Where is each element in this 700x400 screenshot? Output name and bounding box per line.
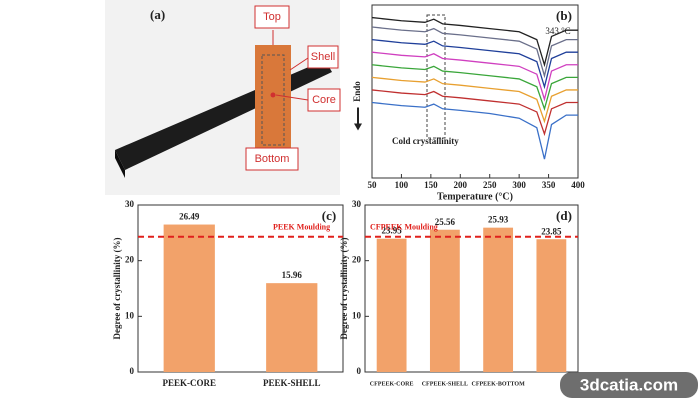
y-tick-label: 30 <box>352 199 362 209</box>
endo-arrow-head <box>354 123 362 131</box>
dsc-curve <box>371 89 578 137</box>
panel-label: (b) <box>556 8 572 23</box>
panel-label: (a) <box>150 7 165 22</box>
annotation: Cold crystallinity <box>392 136 459 146</box>
watermark-bg <box>560 372 698 398</box>
callout: Top <box>263 11 281 23</box>
y-tick-label: 20 <box>352 255 362 265</box>
x-tick-label: 400 <box>571 180 585 190</box>
y-tick-label: 20 <box>125 255 135 265</box>
callout-box <box>307 45 339 69</box>
x-tick-label: 50 <box>368 180 378 190</box>
panel-label: (c) <box>322 208 336 223</box>
photo-panel: (a) Top Shell Core Bottom <box>105 0 341 195</box>
callout: Shell <box>311 51 335 63</box>
x-tick-label: 100 <box>395 180 409 190</box>
x-axis-label: Temperature (°C) <box>437 191 513 202</box>
x-tick-label: PEEK-CORE <box>162 378 216 388</box>
plot-frame <box>371 4 579 179</box>
x-tick-label: CFPEEK-SHELL <box>422 381 468 387</box>
reference-label: CFPEEK Moulding <box>370 223 438 232</box>
bar <box>483 227 514 372</box>
y-axis-label: Degree of crystallinity (%) <box>112 237 122 339</box>
sample-block <box>255 45 291 155</box>
dsc-curve <box>371 26 578 79</box>
dsc-curve <box>371 101 578 160</box>
x-tick-label: CFPEEK-BOTTOM <box>472 381 526 387</box>
shell-leader <box>289 57 309 71</box>
bar <box>376 238 407 372</box>
dsc-curve <box>371 16 578 68</box>
callout-box <box>307 88 341 112</box>
callout: Core <box>312 94 336 106</box>
core-dot <box>270 92 276 98</box>
y-tick-label: 0 <box>130 366 135 376</box>
value-label: 23.95 <box>382 226 403 236</box>
plot-frame <box>364 204 579 373</box>
x-tick-label: CFPEEK-CORE <box>370 381 414 387</box>
annotation: 343 °C <box>545 26 570 36</box>
watermark: 3dcatia.com <box>580 375 678 394</box>
value-label: 26.49 <box>179 212 200 222</box>
y-axis-label: Degree of crystallinity (%) <box>339 237 349 339</box>
x-tick-label: PEEK-SHELL <box>263 378 321 388</box>
x-tick-label: 200 <box>454 180 468 190</box>
panel-label: (d) <box>556 208 572 223</box>
value-label: 23.85 <box>541 226 562 236</box>
value-label: 25.93 <box>488 215 509 225</box>
dsc-curve <box>371 51 578 102</box>
photo-bg <box>105 0 340 195</box>
x-tick-label: 300 <box>512 180 526 190</box>
bar <box>536 239 567 372</box>
y-tick-label: 30 <box>125 199 135 209</box>
y-tick-label: 10 <box>352 310 362 320</box>
y-axis-label: Endo <box>352 81 362 102</box>
dsc-curve <box>371 64 578 111</box>
core-leader <box>275 94 309 101</box>
y-tick-label: 0 <box>357 366 362 376</box>
callout-box <box>245 147 299 171</box>
x-tick-label: 350 <box>542 180 556 190</box>
bar <box>266 283 318 372</box>
x-tick-label: 250 <box>483 180 497 190</box>
bar <box>429 229 460 372</box>
value-label: 25.56 <box>435 217 456 227</box>
callout: Bottom <box>255 153 290 165</box>
y-tick-label: 10 <box>125 310 135 320</box>
x-tick-label: 150 <box>424 180 438 190</box>
bar <box>163 224 215 372</box>
cold-cryst-box <box>426 14 446 139</box>
callout-box <box>254 5 290 29</box>
value-label: 15.96 <box>282 270 303 280</box>
sample-bar-side <box>115 150 125 178</box>
dsc-curve <box>371 76 578 124</box>
dsc-curve <box>371 38 578 90</box>
plot-frame <box>137 204 344 373</box>
reference-label: PEEK Moulding <box>273 223 330 232</box>
core-box <box>261 54 285 146</box>
charts: Endo(b)50 100 150 200 250 300 350 400Temperatur… <box>112 4 585 388</box>
